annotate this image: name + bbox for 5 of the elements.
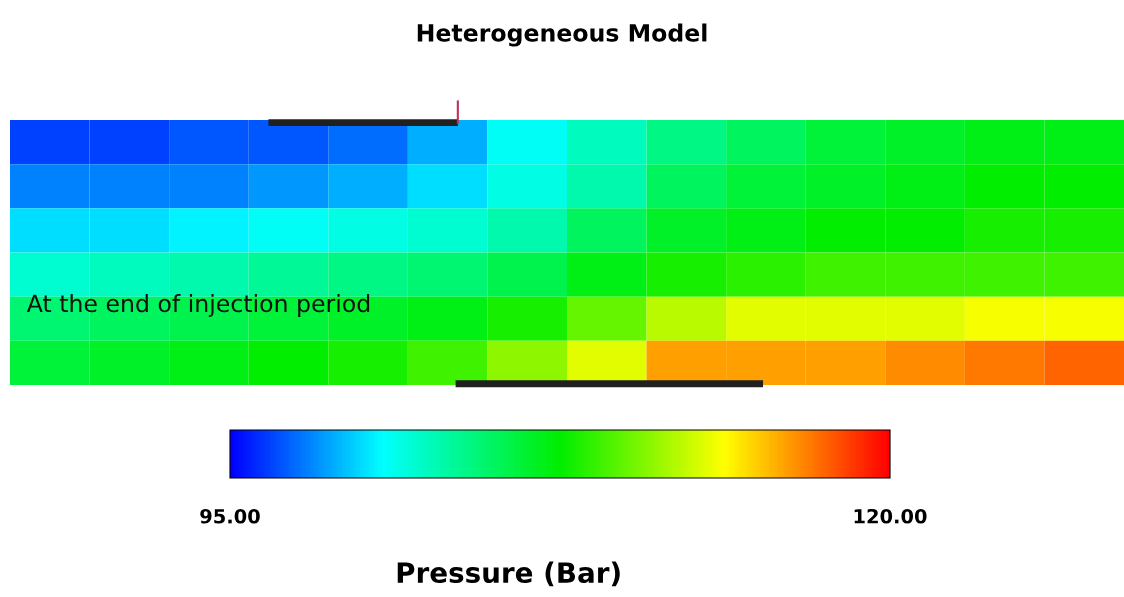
- annotation: At the end of injection period: [26, 294, 370, 317]
- color-bar-label: 95.00: [200, 508, 260, 524]
- chart-title: Heterogeneous Model: [417, 23, 707, 47]
- color-bar-title: Pressure (Bar): [397, 561, 620, 587]
- color-bar-label: 120.00: [854, 508, 927, 524]
